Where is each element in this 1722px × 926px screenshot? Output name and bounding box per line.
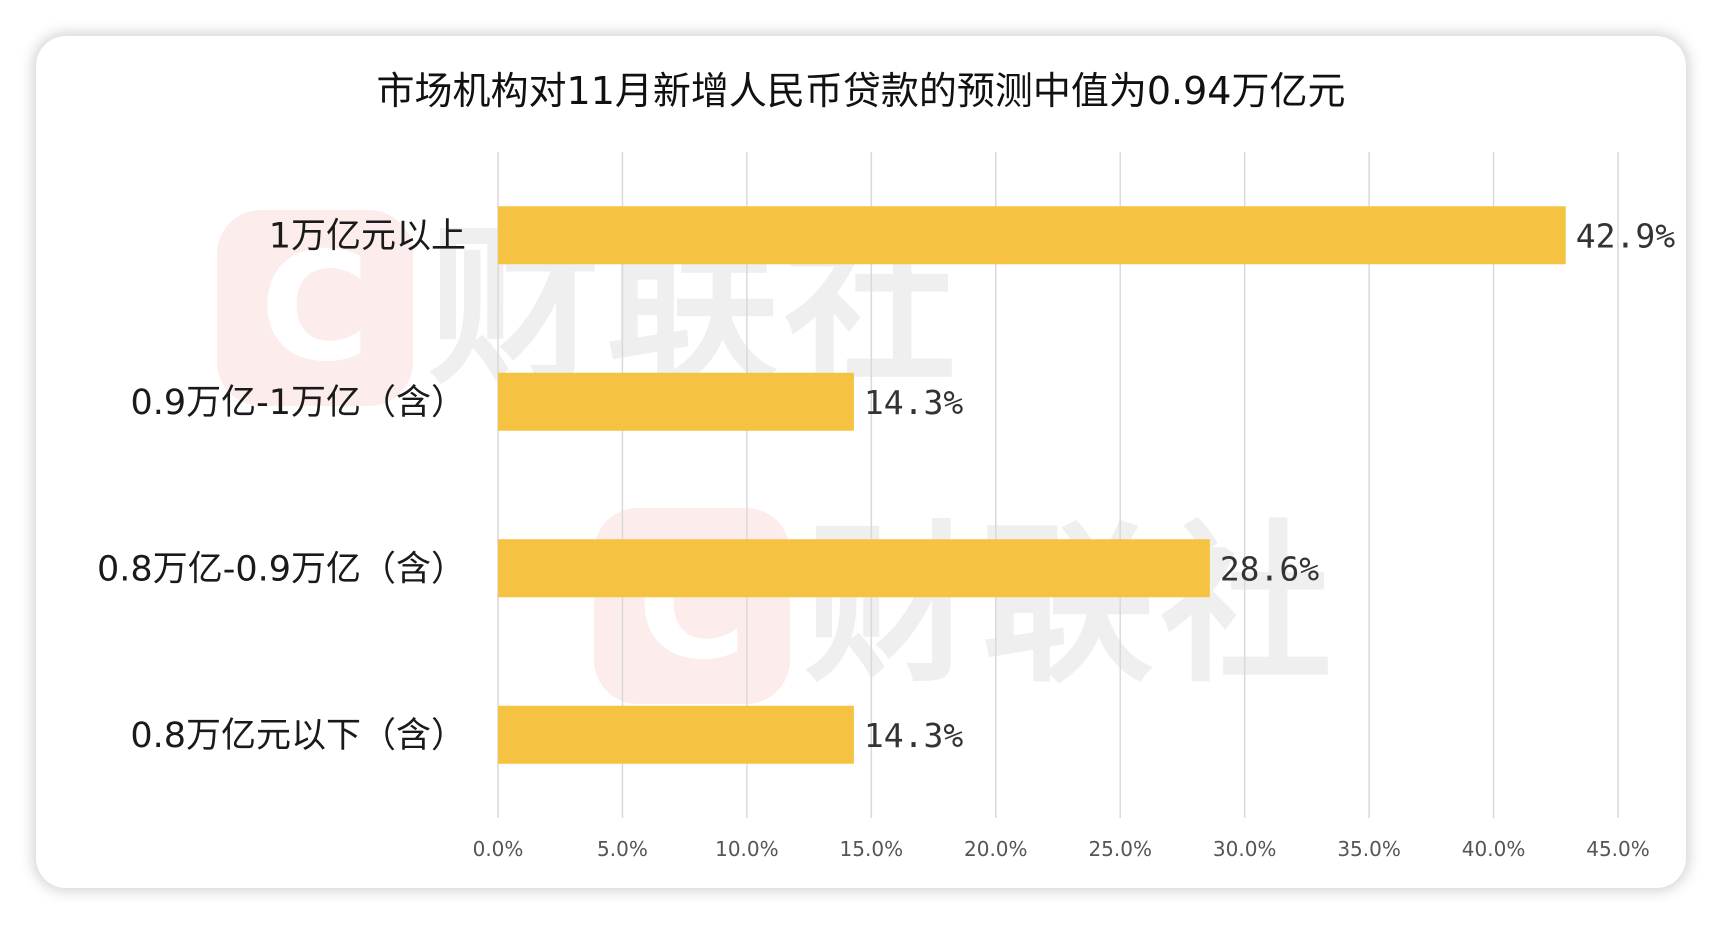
x-tick-label: 40.0% [1462, 837, 1526, 861]
x-tick-label: 25.0% [1088, 837, 1152, 861]
x-tick-label: 10.0% [715, 837, 779, 861]
value-labels: 42.9% 14.3% 28.6% 14.3% [864, 216, 1675, 755]
bar-2 [498, 372, 854, 431]
category-label: 0.9万亿-1万亿（含） [130, 383, 466, 423]
x-tick-label: 45.0% [1586, 837, 1650, 861]
data-label: 28.6% [1220, 549, 1319, 588]
x-tick-label: 20.0% [964, 837, 1028, 861]
category-label: 0.8万亿元以下（含） [130, 716, 466, 756]
data-label: 14.3% [864, 716, 963, 755]
data-label: 14.3% [864, 383, 963, 422]
x-tick-label: 30.0% [1213, 837, 1277, 861]
bars [498, 206, 1566, 764]
category-label: 0.8万亿-0.9万亿（含） [97, 549, 466, 589]
x-tick-label: 35.0% [1337, 837, 1401, 861]
bar-4 [498, 705, 854, 764]
x-tick-label: 5.0% [597, 837, 648, 861]
chart-title: 市场机构对11月新增人民币贷款的预测中值为0.94万亿元 [377, 69, 1346, 113]
x-tick-label: 15.0% [840, 837, 904, 861]
category-labels: 1万亿元以上 0.9万亿-1万亿（含） 0.8万亿-0.9万亿（含） 0.8万亿元以下… [97, 216, 466, 756]
x-axis-tick-labels: 0.0% 5.0% 10.0% 15.0% 20.0% 25.0% 30.0% 35.0% 40… [473, 837, 1650, 861]
bar-1 [498, 206, 1566, 265]
bar-3 [498, 539, 1210, 598]
data-label: 42.9% [1576, 216, 1675, 255]
x-tick-label: 0.0% [473, 837, 524, 861]
category-label: 1万亿元以上 [269, 216, 466, 256]
